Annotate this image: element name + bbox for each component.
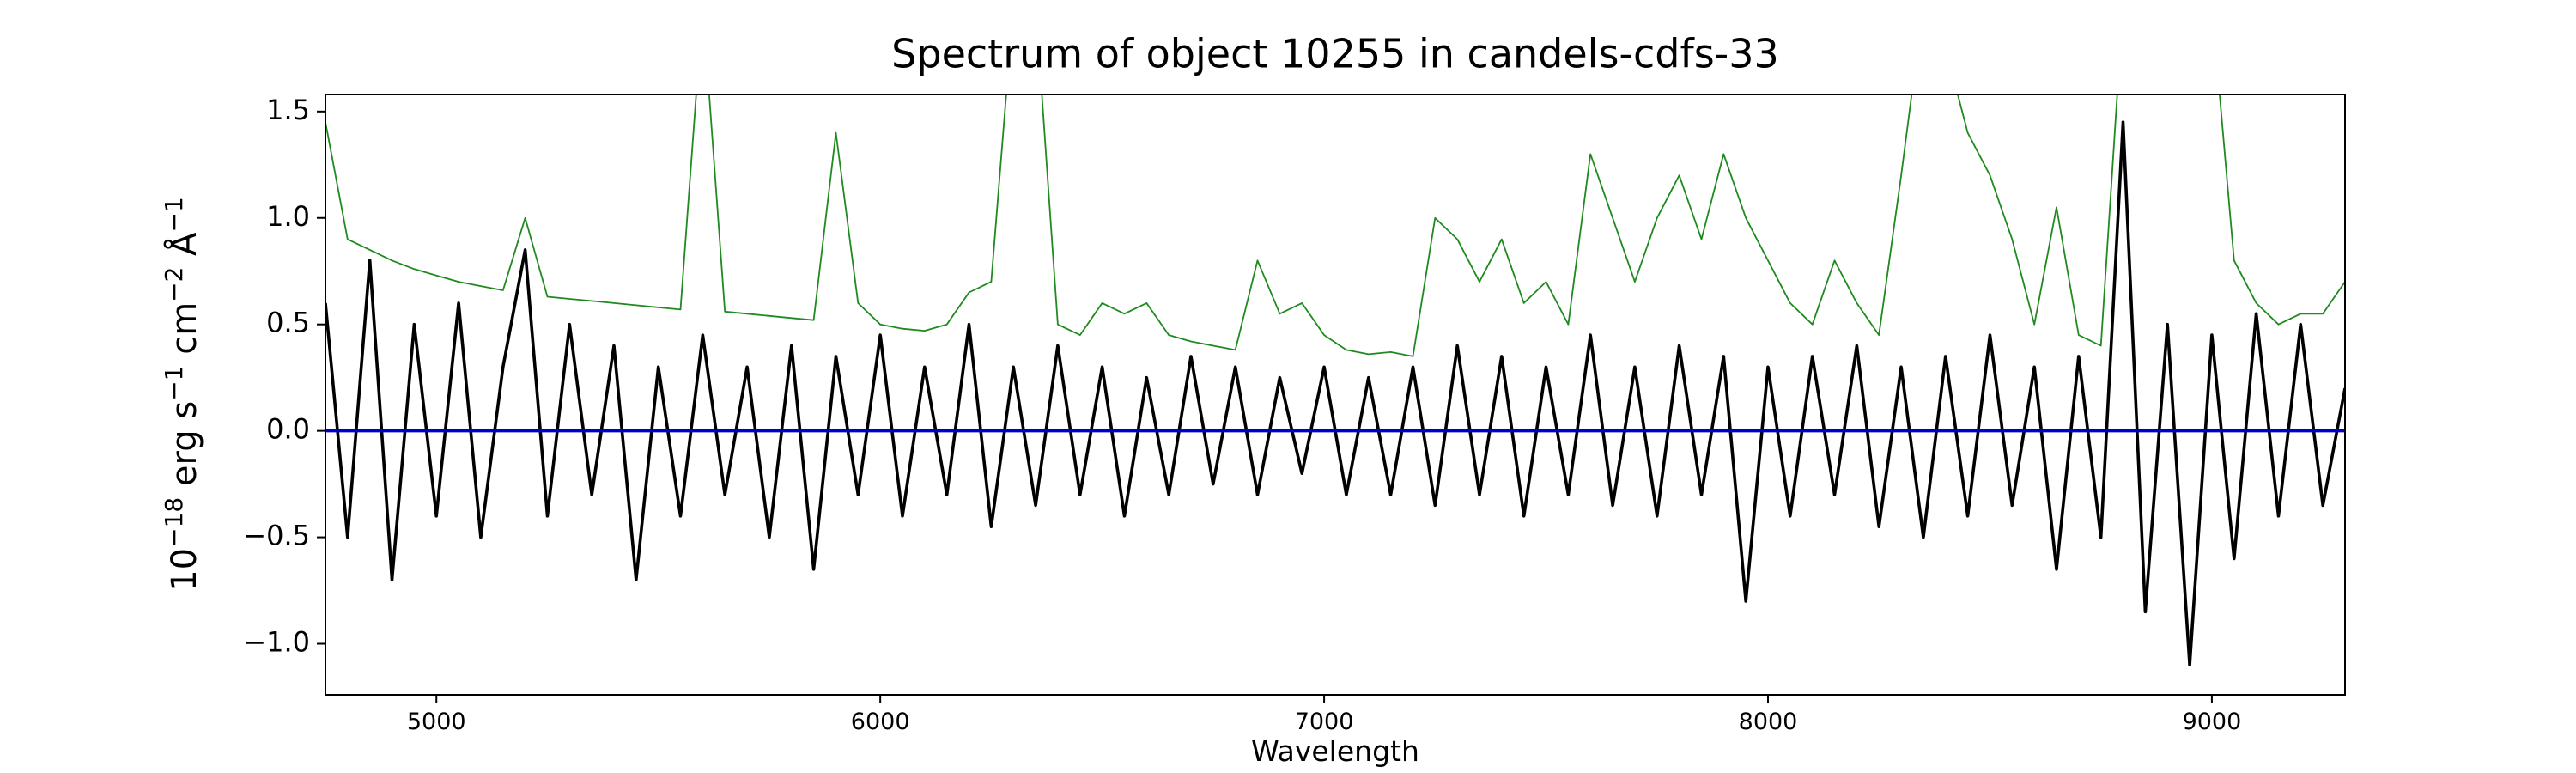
y-axis-label: 10−18 erg s−1 cm−2 Å−1 — [160, 197, 204, 592]
spectrum-line — [325, 120, 2345, 667]
x-tick-label: 8000 — [1739, 709, 1798, 735]
chart-title: Spectrum of object 10255 in candels-cdfs… — [891, 31, 1779, 77]
x-tick-label: 7000 — [1295, 709, 1354, 735]
y-axis-label-exponent: −1 — [160, 197, 188, 232]
y-tick-label: 0.0 — [266, 413, 310, 446]
x-tick-label: 9000 — [2183, 709, 2242, 735]
y-axis-label-part: Å — [163, 232, 204, 267]
y-axis-label-part: cm — [165, 302, 204, 366]
y-tick-label: 0.5 — [266, 307, 310, 339]
y-tick-label: −1.0 — [243, 626, 310, 659]
y-axis-label-exponent: −1 — [160, 366, 188, 401]
y-axis-label-exponent: −18 — [160, 497, 188, 548]
spectrum-line — [325, 94, 2345, 357]
y-axis-label-part: erg s — [165, 401, 204, 497]
x-tick-label: 5000 — [407, 709, 466, 735]
x-axis-label: Wavelength — [1251, 734, 1419, 768]
y-axis-label-exponent: −2 — [160, 267, 188, 302]
x-tick-label: 6000 — [851, 709, 910, 735]
y-tick-label: −0.5 — [243, 520, 310, 552]
y-tick-label: 1.5 — [266, 94, 310, 126]
y-axis-label-part: 10 — [165, 548, 204, 592]
plot-lines — [325, 94, 2345, 667]
y-tick-label: 1.0 — [266, 200, 310, 233]
plot-frame — [325, 94, 2346, 696]
